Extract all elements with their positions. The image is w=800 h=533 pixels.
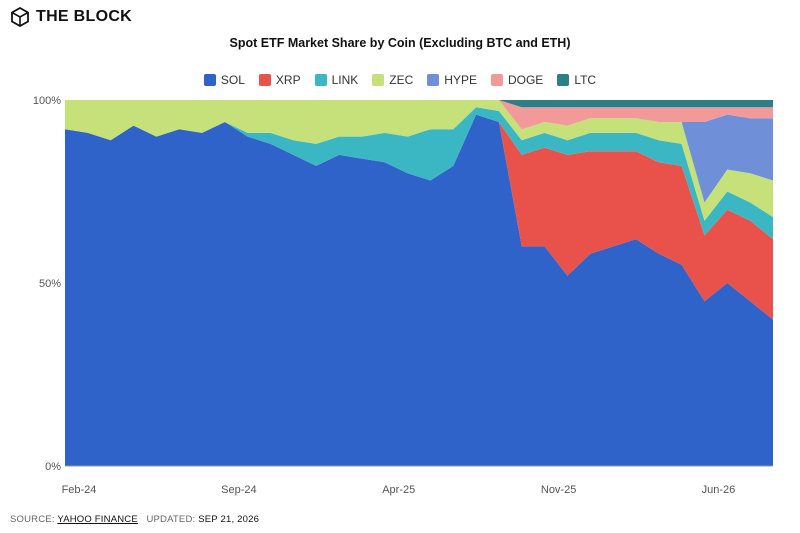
legend-swatch	[427, 74, 440, 86]
brand: THE BLOCK	[10, 7, 132, 27]
legend-swatch	[557, 74, 570, 86]
x-tick-label: Apr-25	[382, 484, 415, 496]
source-label: SOURCE:	[10, 514, 55, 525]
source-link[interactable]: YAHOO FINANCE	[57, 514, 138, 525]
x-tick-label: Jun-26	[702, 484, 736, 496]
legend-label: DOGE	[507, 73, 544, 87]
legend-item-xrp[interactable]: XRP	[258, 73, 301, 87]
legend-swatch	[314, 74, 327, 86]
updated-date: SEP 21, 2026	[198, 514, 260, 525]
y-tick-label: 100%	[33, 95, 61, 107]
area-xrp[interactable]	[65, 114, 773, 320]
x-tick-label: Sep-24	[221, 484, 256, 496]
legend-label: XRP	[275, 73, 301, 87]
area-ltc[interactable]	[65, 100, 773, 108]
chart-title: Spot ETF Market Share by Coin (Excluding…	[229, 36, 571, 50]
footer: SOURCE: YAHOO FINANCE UPDATED: SEP 21, 2…	[10, 514, 259, 525]
legend-item-link[interactable]: LINK	[314, 73, 359, 87]
y-tick-label: 0%	[45, 461, 61, 473]
legend-swatch	[203, 74, 216, 86]
y-tick-label: 50%	[39, 278, 61, 290]
brand-name: THE BLOCK	[36, 8, 133, 25]
legend-item-doge[interactable]: DOGE	[490, 73, 544, 87]
legend-item-zec[interactable]: ZEC	[372, 73, 413, 87]
x-tick-label: Nov-25	[541, 484, 576, 496]
area-doge[interactable]	[65, 100, 773, 130]
legend-swatch	[258, 74, 271, 86]
legend-item-ltc[interactable]: LTC	[557, 73, 596, 87]
x-tick-label: Feb-24	[62, 484, 97, 496]
legend-label: SOL	[220, 73, 245, 87]
legend-item-sol[interactable]: SOL	[203, 73, 245, 87]
chart-legend: SOL XRP LINK ZEC HYPE DOGE LTC	[0, 73, 800, 87]
area-zec[interactable]	[65, 100, 773, 221]
cube-logo-icon	[11, 7, 29, 27]
updated-label: UPDATED:	[146, 514, 196, 525]
legend-item-hype[interactable]: HYPE	[427, 73, 477, 87]
legend-swatch	[490, 74, 503, 86]
legend-label: LTC	[574, 73, 597, 87]
chart-canvas: 0% 50% 100% Feb-24 Sep-24 Apr-25 Nov-25 Jun-26	[33, 95, 773, 496]
area-sol[interactable]	[65, 114, 773, 466]
legend-label: ZEC	[389, 73, 414, 87]
legend-label: HYPE	[444, 73, 477, 87]
area-link[interactable]	[65, 107, 773, 240]
legend-swatch	[372, 74, 385, 86]
area-hype[interactable]	[65, 100, 773, 203]
legend-label: LINK	[331, 73, 359, 87]
